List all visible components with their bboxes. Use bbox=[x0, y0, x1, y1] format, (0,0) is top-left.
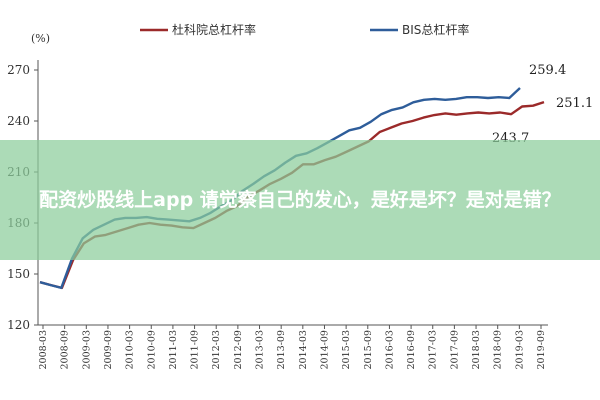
x-tick-label: 2014-09 bbox=[319, 330, 330, 369]
x-tick-label: 2013-03 bbox=[255, 330, 266, 369]
x-tick-labels: 2008-03 2008-09 2009-03 2009-09 2010-03 2010-… bbox=[38, 325, 547, 369]
x-tick-label: 2012-03 bbox=[211, 330, 222, 369]
overlay-banner: 配资炒股线上app 请觉察自己的发心，是好是坏？是对是错？ bbox=[0, 140, 600, 260]
y-tick-label: 150 bbox=[7, 267, 30, 281]
x-tick-label: 2008-09 bbox=[60, 330, 71, 369]
x-tick-label: 2015-09 bbox=[363, 330, 374, 369]
x-tick-label: 2010-03 bbox=[125, 330, 136, 369]
x-tick-label: 2018-03 bbox=[471, 330, 482, 369]
x-tick-label: 2017-03 bbox=[428, 330, 439, 369]
legend-label-series-1: BIS总杠杆率 bbox=[402, 22, 469, 37]
x-tick-label: 2016-09 bbox=[406, 330, 417, 369]
x-tick-label: 2014-03 bbox=[298, 330, 309, 369]
x-tick-label: 2011-09 bbox=[190, 330, 201, 369]
legend: 杜科院总杠杆率 BIS总杠杆率 bbox=[140, 22, 469, 37]
x-tick-label: 2019-03 bbox=[514, 330, 525, 369]
x-tick-label: 2008-03 bbox=[38, 330, 49, 369]
x-tick-label: 2010-09 bbox=[146, 330, 157, 369]
x-tick-label: 2011-03 bbox=[168, 330, 179, 369]
x-tick-label: 2009-09 bbox=[103, 330, 114, 369]
y-tick-label: 270 bbox=[7, 63, 30, 77]
x-tick-label: 2019-09 bbox=[536, 330, 547, 369]
y-tick-label: 240 bbox=[7, 114, 30, 128]
annotation-bis-end: 259.4 bbox=[529, 63, 566, 78]
x-tick-label: 2015-03 bbox=[341, 330, 352, 369]
x-tick-label: 2016-03 bbox=[384, 330, 395, 369]
x-tick-label: 2013-09 bbox=[276, 330, 287, 369]
overlay-banner-text: 配资炒股线上app 请觉察自己的发心，是好是坏？是对是错？ bbox=[39, 189, 561, 211]
legend-label-series-0: 杜科院总杠杆率 bbox=[172, 22, 256, 37]
y-unit-label: (%) bbox=[31, 32, 50, 45]
x-tick-label: 2009-03 bbox=[81, 330, 92, 369]
x-tick-label: 2018-09 bbox=[493, 330, 504, 369]
x-tick-label: 2017-09 bbox=[449, 330, 460, 369]
annotation-series0-end: 251.1 bbox=[556, 96, 593, 111]
x-tick-label: 2012-09 bbox=[233, 330, 244, 369]
y-tick-label: 120 bbox=[7, 318, 30, 332]
